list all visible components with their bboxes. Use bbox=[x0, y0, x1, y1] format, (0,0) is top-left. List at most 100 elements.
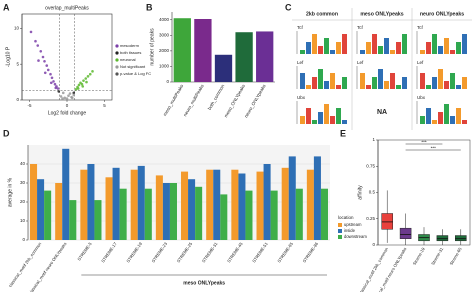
logo-letter bbox=[336, 108, 341, 124]
logo-letter bbox=[342, 77, 347, 89]
logo-letter bbox=[342, 34, 347, 54]
logo-letter bbox=[462, 34, 467, 54]
panel-label: D bbox=[3, 128, 10, 138]
point bbox=[77, 83, 81, 87]
logo-letter bbox=[306, 42, 311, 54]
logo-letter bbox=[438, 112, 443, 124]
bar bbox=[320, 188, 328, 240]
bar bbox=[119, 188, 127, 240]
bar bbox=[256, 171, 264, 240]
logo-letter bbox=[336, 85, 341, 89]
legend-swatch bbox=[115, 58, 119, 62]
panel-label: C bbox=[285, 2, 292, 12]
bar bbox=[195, 186, 203, 240]
logo-letter bbox=[318, 69, 323, 89]
bar bbox=[220, 194, 228, 240]
bar bbox=[206, 169, 214, 240]
bar bbox=[137, 165, 145, 240]
bar bbox=[295, 188, 303, 240]
legend-label: upstream bbox=[344, 222, 362, 227]
bar bbox=[181, 171, 189, 240]
point bbox=[53, 82, 57, 86]
logo-letter bbox=[366, 42, 371, 54]
logo-letter bbox=[312, 120, 317, 124]
legend-label: both tissues bbox=[120, 50, 141, 55]
x-tick-label: 5 bbox=[103, 103, 106, 108]
logo-letter bbox=[378, 69, 383, 89]
plot-frame bbox=[21, 13, 113, 101]
motif-name: Tcf bbox=[297, 25, 304, 30]
y-tick-label: 30 bbox=[20, 180, 26, 185]
logo-letter bbox=[450, 116, 455, 124]
logo-letter bbox=[306, 108, 311, 124]
logo-letter bbox=[318, 46, 323, 54]
point bbox=[63, 96, 67, 100]
column-header: meso ONLYpeaks bbox=[360, 11, 403, 17]
point bbox=[37, 59, 40, 62]
point bbox=[39, 49, 43, 53]
legend-label: downstream bbox=[344, 234, 367, 239]
logo-letter bbox=[462, 120, 467, 124]
point bbox=[84, 77, 88, 80]
bar bbox=[231, 169, 239, 240]
y-tick-label: 0.25 bbox=[366, 216, 375, 221]
bar bbox=[235, 32, 253, 82]
point bbox=[80, 82, 84, 86]
logo-letter bbox=[342, 120, 347, 124]
legend-label: p-value & Log FC bbox=[120, 71, 151, 76]
logo-letter bbox=[300, 73, 305, 89]
motif-name: Lef bbox=[357, 60, 364, 65]
point bbox=[70, 96, 74, 100]
x-tick-label: neuro_multiPeaks bbox=[182, 83, 205, 117]
bar bbox=[188, 179, 196, 240]
point bbox=[36, 44, 40, 47]
point bbox=[72, 93, 76, 97]
point bbox=[65, 97, 69, 100]
y-tick-label: 0.5 bbox=[369, 190, 376, 195]
logo-letter bbox=[384, 81, 389, 89]
bar bbox=[313, 156, 321, 240]
y-tick-label: 0 bbox=[372, 242, 375, 247]
x-tick-label: STREME-86 bbox=[302, 241, 320, 264]
column-header: 2kb common bbox=[306, 11, 338, 17]
logo-letter bbox=[420, 116, 425, 124]
legend-swatch bbox=[338, 223, 342, 227]
logo-letter bbox=[462, 77, 467, 89]
logo-letter bbox=[432, 120, 437, 124]
point bbox=[82, 79, 85, 82]
logo-letter bbox=[372, 34, 377, 54]
bar bbox=[144, 188, 152, 240]
bar bbox=[37, 179, 45, 240]
point bbox=[57, 90, 61, 93]
logo-letter bbox=[324, 38, 329, 54]
point bbox=[86, 75, 90, 78]
x-tick-label: Streme-19 bbox=[412, 246, 426, 266]
y-tick-label: 10 bbox=[20, 218, 26, 223]
motif-name: Ubx bbox=[297, 95, 306, 100]
x-tick-label: STREME-23 bbox=[151, 241, 169, 264]
logo-letter bbox=[456, 85, 461, 89]
y-tick-label: 40 bbox=[20, 161, 26, 166]
logo-letter bbox=[390, 73, 395, 89]
bar bbox=[288, 156, 296, 240]
logo-letter bbox=[300, 50, 305, 54]
bar bbox=[112, 167, 120, 240]
logo-letter bbox=[372, 77, 377, 89]
point bbox=[56, 87, 60, 90]
chart-title: overlap_multiPeaks bbox=[45, 5, 89, 11]
legend-swatch bbox=[115, 72, 119, 76]
bar bbox=[256, 31, 274, 83]
logo-letter bbox=[420, 50, 425, 54]
point bbox=[91, 70, 94, 73]
logo-letter bbox=[306, 85, 311, 89]
point bbox=[46, 68, 50, 72]
logo-letter bbox=[444, 104, 449, 124]
x-tick-label: -5 bbox=[27, 103, 31, 108]
logo-letter bbox=[378, 46, 383, 54]
column-header: neuro ONLYpeaks bbox=[420, 11, 464, 17]
motif-name: Lef bbox=[417, 60, 424, 65]
logo-letter bbox=[330, 73, 335, 89]
x-tick-label: STREME-17 bbox=[100, 241, 118, 264]
bar bbox=[238, 173, 246, 240]
logo-letter bbox=[426, 85, 431, 89]
